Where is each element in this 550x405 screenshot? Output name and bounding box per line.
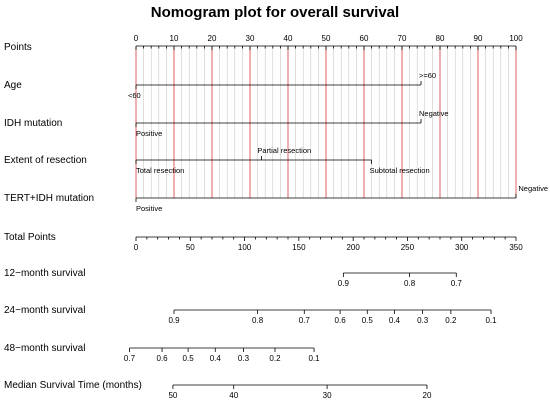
outcome-tick-label: 0.1 — [308, 354, 320, 363]
variable-label: Age — [4, 80, 22, 91]
level-label: Partial resection — [257, 146, 311, 155]
points-tick-label: 40 — [284, 34, 293, 43]
outcome-label: 12−month survival — [4, 268, 85, 279]
level-label: Positive — [136, 204, 162, 213]
outcome-tick-label: 0.4 — [210, 354, 222, 363]
total-points-tick-label: 150 — [292, 243, 306, 252]
level-label: Subtotal resection — [370, 166, 430, 175]
outcome-label: 24−month survival — [4, 305, 85, 316]
outcome-tick-label: 0.7 — [299, 316, 311, 325]
points-tick-label: 60 — [360, 34, 369, 43]
outcome-tick-label: 0.7 — [124, 354, 136, 363]
points-tick-label: 90 — [474, 34, 483, 43]
total-points-tick-label: 350 — [509, 243, 523, 252]
outcome-tick-label: 0.2 — [269, 354, 281, 363]
outcome-tick-label: 0.5 — [183, 354, 195, 363]
variable-label: IDH mutation — [4, 118, 62, 129]
outcome-tick-label: 0.6 — [156, 354, 168, 363]
points-tick-label: 50 — [322, 34, 331, 43]
points-grid — [135, 46, 517, 198]
outcome-tick-label: 20 — [423, 391, 432, 400]
total-points-label: Total Points — [4, 232, 56, 243]
total-points-tick-label: 250 — [401, 243, 415, 252]
outcome-tick-label: 0.1 — [485, 316, 497, 325]
outcome-tick-label: 40 — [229, 391, 238, 400]
points-tick-label: 70 — [398, 34, 407, 43]
total-points-tick-label: 50 — [186, 243, 195, 252]
outcome-tick-label: 0.8 — [404, 279, 416, 288]
nomogram-rows: Points 0 10 20 30 40 50 60 70 80 90 100 Age <60 >=60 ID… — [4, 34, 548, 400]
outcome-tick-label: 0.9 — [168, 316, 180, 325]
outcome-label: 48−month survival — [4, 343, 85, 354]
level-label: Negative — [419, 109, 449, 118]
points-tick-label: 0 — [134, 34, 139, 43]
outcome-tick-label: 50 — [168, 391, 177, 400]
total-points-tick-label: 200 — [346, 243, 360, 252]
outcome-tick-label: 0.2 — [445, 316, 457, 325]
outcome-tick-label: 0.4 — [389, 316, 401, 325]
variable-label: Extent of resection — [4, 155, 87, 166]
points-tick-label: 30 — [246, 34, 255, 43]
variable-label: TERT+IDH mutation — [4, 193, 94, 204]
outcome-tick-label: 0.3 — [238, 354, 250, 363]
outcome-label: Median Survival Time (months) — [4, 380, 142, 391]
outcome-tick-label: 0.6 — [335, 316, 347, 325]
outcome-tick-label: 0.3 — [417, 316, 429, 325]
level-label: Negative — [518, 184, 548, 193]
total-points-tick-label: 100 — [238, 243, 252, 252]
outcome-tick-label: 0.5 — [362, 316, 374, 325]
chart-title: Nomogram plot for overall survival — [151, 4, 399, 21]
points-tick-label: 80 — [436, 34, 445, 43]
total-points-tick-label: 0 — [134, 243, 139, 252]
outcome-tick-label: 30 — [323, 391, 332, 400]
level-label: Positive — [136, 129, 162, 138]
outcome-tick-label: 0.9 — [338, 279, 350, 288]
outcome-tick-label: 0.7 — [451, 279, 463, 288]
outcome-tick-label: 0.8 — [252, 316, 264, 325]
points-tick-label: 10 — [170, 34, 179, 43]
points-axis-label: Points — [4, 42, 32, 53]
total-points-tick-label: 300 — [455, 243, 469, 252]
points-tick-label: 100 — [509, 34, 523, 43]
level-label: Total resection — [136, 166, 184, 175]
level-label: <60 — [128, 91, 141, 100]
level-label: >=60 — [419, 71, 436, 80]
points-tick-label: 20 — [208, 34, 217, 43]
